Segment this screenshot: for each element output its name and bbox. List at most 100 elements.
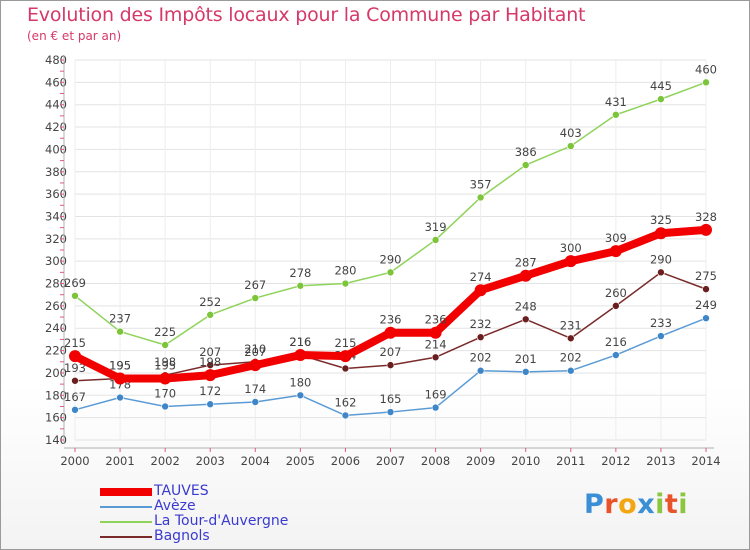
data-point — [521, 315, 530, 324]
legend-swatch — [100, 521, 152, 523]
data-point — [519, 269, 532, 282]
data-point — [71, 406, 79, 414]
data-label: 290 — [380, 252, 402, 266]
data-point — [296, 391, 305, 400]
data-label: 236 — [380, 313, 402, 327]
data-label: 267 — [244, 278, 266, 292]
data-point — [476, 193, 485, 202]
data-label: 460 — [695, 62, 717, 76]
data-label: 225 — [154, 325, 176, 339]
data-point — [339, 350, 352, 363]
data-label: 300 — [560, 241, 582, 255]
data-label: 215 — [334, 336, 356, 350]
x-tick-label: 2002 — [151, 454, 180, 468]
data-point — [71, 376, 79, 385]
data-point — [206, 361, 215, 369]
data-label: 231 — [560, 318, 582, 332]
data-label: 252 — [199, 295, 221, 309]
data-label: 260 — [605, 286, 627, 300]
y-tick-label: 180 — [45, 388, 67, 402]
data-point — [251, 398, 260, 406]
data-point — [474, 284, 487, 297]
logo-letter: r — [604, 489, 619, 520]
data-label: 195 — [154, 359, 176, 373]
series-la-tour-d-auvergne: 269 237 225 252 267 278 280 290 319 357 386 403 431 4… — [64, 62, 717, 349]
data-point — [476, 333, 485, 341]
logo-letter: i — [678, 489, 689, 520]
y-tick-label: 480 — [45, 53, 67, 67]
data-label: 214 — [425, 337, 447, 351]
data-point — [612, 302, 620, 310]
data-label: 357 — [470, 177, 492, 191]
data-label: 172 — [199, 384, 221, 398]
data-point — [431, 236, 440, 244]
data-point — [386, 361, 395, 369]
data-point — [249, 359, 262, 372]
data-point — [700, 223, 712, 236]
y-tick-label: 200 — [45, 366, 67, 380]
data-point — [69, 350, 81, 363]
legend-swatch — [100, 488, 152, 496]
data-label: 195 — [109, 359, 131, 373]
data-point — [294, 349, 307, 362]
x-tick-label: 2005 — [286, 454, 315, 468]
data-label: 431 — [605, 95, 627, 109]
data-point — [71, 292, 79, 300]
y-tick-label: 160 — [45, 411, 67, 425]
data-point — [161, 341, 169, 349]
data-label: 195 — [109, 359, 131, 373]
data-point — [609, 245, 622, 258]
data-point — [116, 327, 124, 336]
data-label: 309 — [605, 231, 627, 245]
y-tick-label: 400 — [45, 142, 67, 156]
data-label: 325 — [650, 213, 672, 227]
data-label: 215 — [64, 336, 86, 350]
data-point — [384, 326, 397, 339]
data-label: 274 — [470, 270, 492, 284]
data-point — [612, 351, 620, 359]
legend-label: La Tour-d'Auvergne — [154, 513, 289, 529]
data-label: 202 — [470, 351, 492, 365]
data-point — [702, 78, 710, 87]
data-point — [521, 161, 530, 169]
data-label: 210 — [244, 342, 266, 356]
data-point — [204, 369, 217, 382]
data-label: 201 — [515, 352, 537, 366]
data-label: 198 — [199, 355, 221, 369]
data-point — [159, 372, 172, 385]
data-label: 319 — [425, 220, 447, 234]
data-point — [566, 142, 575, 150]
data-label: 248 — [515, 299, 537, 313]
data-label: 280 — [334, 264, 356, 278]
x-tick-label: 2011 — [556, 454, 585, 468]
y-tick-label: 340 — [45, 209, 67, 223]
data-label: 249 — [695, 298, 717, 312]
data-point — [702, 314, 710, 322]
x-tick-label: 2004 — [241, 454, 270, 468]
x-tick-label: 2009 — [466, 454, 495, 468]
data-label: 403 — [560, 126, 582, 140]
data-label: 236 — [425, 313, 447, 327]
data-point — [566, 334, 575, 343]
data-point — [341, 411, 350, 420]
logo-letter: t — [664, 489, 679, 520]
y-tick-label: 300 — [45, 254, 67, 268]
x-tick-label: 2013 — [646, 454, 675, 468]
data-label: 287 — [515, 256, 537, 270]
x-tick-label: 2007 — [376, 454, 405, 468]
y-tick-label: 440 — [45, 98, 67, 112]
y-tick-label: 320 — [45, 232, 67, 246]
data-point — [654, 227, 667, 240]
data-point — [206, 400, 215, 409]
data-point — [341, 279, 350, 288]
legend-label: TAUVES — [154, 483, 209, 499]
x-tick-label: 2000 — [60, 454, 89, 468]
data-point — [657, 332, 665, 340]
data-label: 202 — [560, 351, 582, 365]
proxiti-logo: Proxiti — [584, 489, 688, 520]
legend-label: Avèze — [154, 498, 196, 514]
chart-title: Evolution des Impôts locaux pour la Comm… — [27, 4, 586, 26]
